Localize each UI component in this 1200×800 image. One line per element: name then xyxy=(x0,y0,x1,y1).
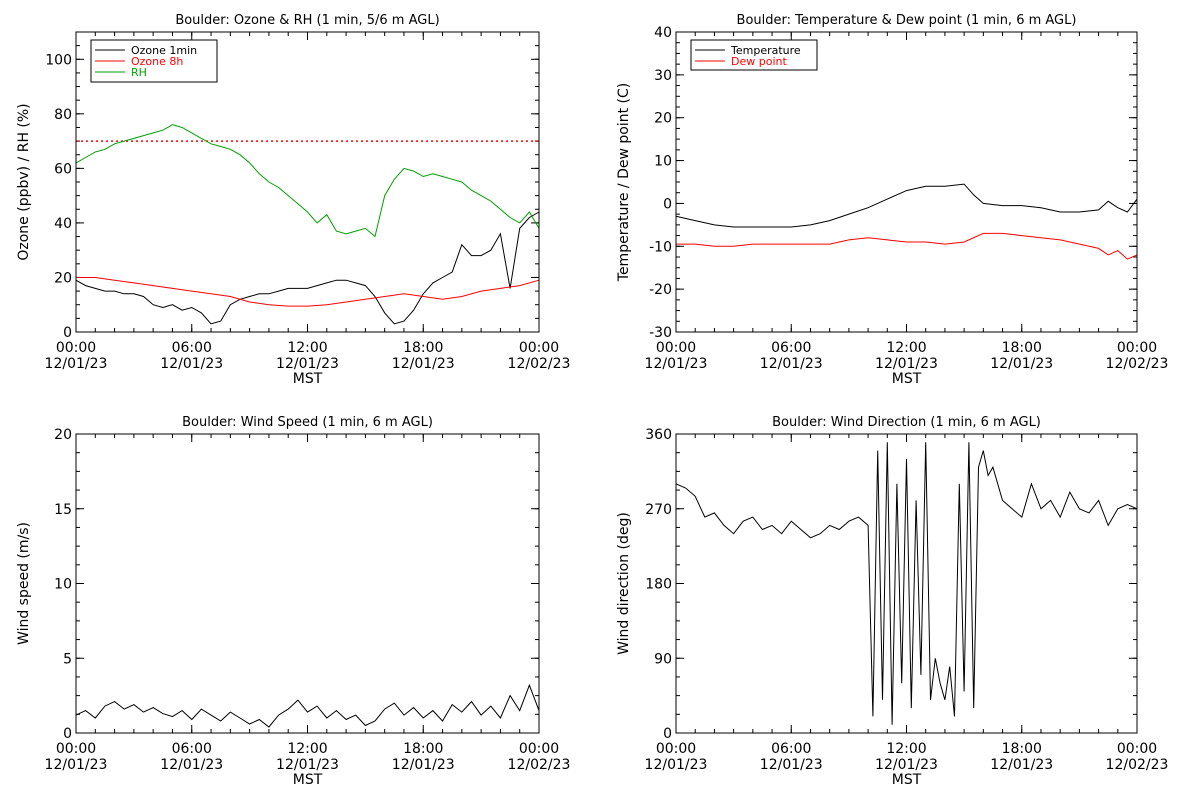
legend-label: Dew point xyxy=(731,55,787,68)
y-tick-label: 90 xyxy=(654,651,672,667)
y-axis-label: Wind direction (deg) xyxy=(616,512,632,655)
x-tick-time: 06:00 xyxy=(771,741,811,757)
series-line-ozone-1min xyxy=(75,211,540,325)
y-tick-label: 10 xyxy=(54,577,72,593)
plot-frame xyxy=(75,31,540,333)
legend-label: Ozone 8h xyxy=(131,55,183,68)
x-tick-date: 12/01/23 xyxy=(645,356,708,372)
y-tick-label: 5 xyxy=(63,651,72,667)
series-line-rh xyxy=(75,124,540,238)
x-tick-date: 12/02/23 xyxy=(508,356,571,372)
y-tick-label: 60 xyxy=(54,161,72,177)
y-tick-label: 10 xyxy=(654,154,672,170)
x-tick-time: 12:00 xyxy=(287,741,327,757)
x-tick-date: 12/01/23 xyxy=(760,757,823,773)
y-axis-label: Ozone (ppbv) / RH (%) xyxy=(16,103,32,260)
legend-label: Ozone 1min xyxy=(131,44,197,57)
y-tick-label: 270 xyxy=(645,502,672,518)
x-tick-time: 18:00 xyxy=(1002,741,1042,757)
y-tick-label: 0 xyxy=(63,726,72,742)
x-axis-label: MST xyxy=(293,772,323,788)
x-tick-time: 12:00 xyxy=(886,340,926,356)
x-tick-time: 00:00 xyxy=(656,741,696,757)
series-line-series-1 xyxy=(675,442,1138,725)
x-tick-time: 00:00 xyxy=(656,340,696,356)
y-tick-label: 40 xyxy=(654,25,672,41)
x-tick-date: 12/01/23 xyxy=(160,757,223,773)
y-axis-label: Wind speed (m/s) xyxy=(16,522,32,645)
y-tick-label: 360 xyxy=(645,427,672,443)
series-line-ozone-8h xyxy=(76,277,540,307)
x-tick-date: 12/01/23 xyxy=(392,757,455,773)
x-tick-time: 06:00 xyxy=(172,741,212,757)
x-tick-time: 06:00 xyxy=(172,340,212,356)
series-line-series-1 xyxy=(75,683,540,728)
x-tick-date: 12/01/23 xyxy=(45,757,108,773)
x-tick-date: 12/01/23 xyxy=(645,757,708,773)
y-tick-label: -10 xyxy=(649,239,672,255)
x-axis-label: MST xyxy=(892,772,922,788)
y-tick-label: 0 xyxy=(663,196,672,212)
x-tick-date: 12/01/23 xyxy=(990,757,1053,773)
y-tick-label: 20 xyxy=(54,270,72,286)
x-tick-date: 12/01/23 xyxy=(45,356,108,372)
legend-label: RH xyxy=(131,66,147,79)
y-tick-label: 0 xyxy=(663,726,672,742)
legend-label: Temperature xyxy=(730,44,801,57)
y-tick-label: 80 xyxy=(54,107,72,123)
x-tick-time: 00:00 xyxy=(56,741,96,757)
y-tick-label: 20 xyxy=(54,427,72,443)
y-axis-label: Temperature / Dew point (C) xyxy=(616,83,632,282)
x-tick-date: 12/01/23 xyxy=(990,356,1053,372)
y-tick-label: 100 xyxy=(45,52,72,68)
x-tick-time: 12:00 xyxy=(287,340,327,356)
x-tick-time: 18:00 xyxy=(403,741,443,757)
chart-title: Boulder: Wind Direction (1 min, 6 m AGL) xyxy=(772,415,1041,430)
x-tick-time: 00:00 xyxy=(519,340,559,356)
series-line-dew-point xyxy=(676,232,1138,260)
chart-panel-2: Boulder: Temperature & Dew point (1 min,… xyxy=(616,13,1168,387)
x-axis-label: MST xyxy=(892,371,922,387)
x-tick-time: 00:00 xyxy=(1117,741,1157,757)
x-axis-label: MST xyxy=(293,371,323,387)
y-tick-label: 30 xyxy=(654,68,672,84)
series-line-temperature xyxy=(675,183,1138,228)
x-tick-time: 18:00 xyxy=(1002,340,1042,356)
plot-frame xyxy=(675,31,1138,333)
x-tick-time: 00:00 xyxy=(56,340,96,356)
y-tick-label: -20 xyxy=(649,282,672,298)
y-tick-label: 0 xyxy=(63,325,72,341)
x-tick-date: 12/01/23 xyxy=(160,356,223,372)
x-tick-time: 18:00 xyxy=(403,340,443,356)
chart-title: Boulder: Temperature & Dew point (1 min,… xyxy=(737,13,1077,28)
x-tick-date: 12/01/23 xyxy=(760,356,823,372)
y-tick-label: 40 xyxy=(54,216,72,232)
chart-title: Boulder: Wind Speed (1 min, 6 m AGL) xyxy=(182,415,433,430)
chart-panel-3: Boulder: Wind Speed (1 min, 6 m AGL) 0 5 10… xyxy=(16,415,570,788)
y-tick-label: -30 xyxy=(649,325,672,341)
chart-panel-4: Boulder: Wind Direction (1 min, 6 m AGL)… xyxy=(616,415,1168,788)
chart-panel-1: Boulder: Ozone & RH (1 min, 5/6 m AGL) 0 2… xyxy=(16,13,570,387)
legend-box xyxy=(690,39,818,71)
x-tick-time: 00:00 xyxy=(1117,340,1157,356)
chart-title: Boulder: Ozone & RH (1 min, 5/6 m AGL) xyxy=(175,13,439,28)
x-tick-date: 12/01/23 xyxy=(392,356,455,372)
x-tick-date: 12/01/23 xyxy=(276,356,339,372)
y-tick-label: 15 xyxy=(54,502,72,518)
x-tick-time: 06:00 xyxy=(771,340,811,356)
plot-frame xyxy=(675,433,1138,734)
y-tick-label: 20 xyxy=(654,111,672,127)
x-tick-date: 12/02/23 xyxy=(508,757,571,773)
x-tick-date: 12/02/23 xyxy=(1106,356,1169,372)
x-tick-time: 12:00 xyxy=(886,741,926,757)
x-tick-date: 12/02/23 xyxy=(1106,757,1169,773)
x-tick-date: 12/01/23 xyxy=(875,757,938,773)
x-tick-time: 00:00 xyxy=(519,741,559,757)
y-tick-label: 180 xyxy=(645,577,672,593)
x-tick-date: 12/01/23 xyxy=(875,356,938,372)
plot-frame xyxy=(75,433,540,734)
x-tick-date: 12/01/23 xyxy=(276,757,339,773)
